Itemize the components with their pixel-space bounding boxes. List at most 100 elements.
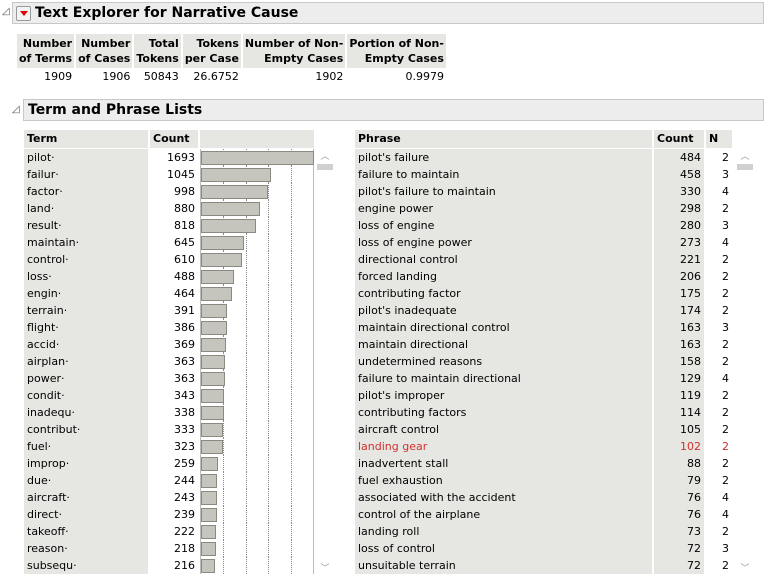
term-row[interactable]: inadequ· 338 [24,404,316,421]
phrase[interactable]: forced landing [355,268,652,285]
term[interactable]: result· [24,217,148,234]
phrase-row[interactable]: unsuitable terrain 72 2 [355,557,734,574]
term[interactable]: maintain· [24,234,148,251]
phrase-row[interactable]: inadvertent stall 88 2 [355,455,734,472]
phrase-row[interactable]: pilot's failure to maintain 330 4 [355,183,734,200]
term-row[interactable]: pilot· 1693 [24,149,316,166]
column-header-count[interactable]: Count [654,130,704,148]
term[interactable]: subsequ· [24,557,148,574]
phrase[interactable]: control of the airplane [355,506,652,523]
phrase-row[interactable]: landing gear 102 2 [355,438,734,455]
term[interactable]: airplan· [24,353,148,370]
term-row[interactable]: land· 880 [24,200,316,217]
term[interactable]: control· [24,251,148,268]
term[interactable]: factor· [24,183,148,200]
phrase[interactable]: pilot's inadequate [355,302,652,319]
term[interactable]: takeoff· [24,523,148,540]
phrase[interactable]: fuel exhaustion [355,472,652,489]
term[interactable]: engin· [24,285,148,302]
term[interactable]: power· [24,370,148,387]
phrase[interactable]: unsuitable terrain [355,557,652,574]
phrase-scrollbar[interactable]: ︿ ﹀ [737,149,753,574]
scroll-down-icon[interactable]: ﹀ [320,564,330,574]
phrase[interactable]: loss of engine power [355,234,652,251]
term-row[interactable]: maintain· 645 [24,234,316,251]
phrase-row[interactable]: loss of engine power 273 4 [355,234,734,251]
term[interactable]: terrain· [24,302,148,319]
phrase-row[interactable]: pilot's improper 119 2 [355,387,734,404]
phrase[interactable]: loss of engine [355,217,652,234]
phrase-row[interactable]: maintain directional 163 2 [355,336,734,353]
phrase-row[interactable]: contributing factor 175 2 [355,285,734,302]
term[interactable]: direct· [24,506,148,523]
term-row[interactable]: accid· 369 [24,336,316,353]
term-row[interactable]: improp· 259 [24,455,316,472]
column-header-phrase[interactable]: Phrase [355,130,652,148]
term[interactable]: reason· [24,540,148,557]
phrase-row[interactable]: pilot's inadequate 174 2 [355,302,734,319]
phrase-row[interactable]: contributing factors 114 2 [355,404,734,421]
scroll-down-icon[interactable]: ﹀ [740,564,750,574]
term-row[interactable]: direct· 239 [24,506,316,523]
phrase[interactable]: maintain directional control [355,319,652,336]
term[interactable]: loss· [24,268,148,285]
term-row[interactable]: airplan· 363 [24,353,316,370]
phrase[interactable]: undetermined reasons [355,353,652,370]
phrase-row[interactable]: fuel exhaustion 79 2 [355,472,734,489]
term-row[interactable]: engin· 464 [24,285,316,302]
term-row[interactable]: control· 610 [24,251,316,268]
column-header-count[interactable]: Count [150,130,198,148]
phrase-row[interactable]: pilot's failure 484 2 [355,149,734,166]
phrase-row[interactable]: landing roll 73 2 [355,523,734,540]
term[interactable]: accid· [24,336,148,353]
phrase-row[interactable]: associated with the accident 76 4 [355,489,734,506]
phrase-row[interactable]: forced landing 206 2 [355,268,734,285]
phrase[interactable]: landing gear [355,438,652,455]
term-row[interactable]: factor· 998 [24,183,316,200]
phrase-row[interactable]: failure to maintain directional 129 4 [355,370,734,387]
phrase[interactable]: pilot's failure [355,149,652,166]
term-row[interactable]: failur· 1045 [24,166,316,183]
term-row[interactable]: result· 818 [24,217,316,234]
phrase-row[interactable]: maintain directional control 163 3 [355,319,734,336]
phrase-row[interactable]: directional control 221 2 [355,251,734,268]
phrase-row[interactable]: control of the airplane 76 4 [355,506,734,523]
phrase-row[interactable]: aircraft control 105 2 [355,421,734,438]
term[interactable]: inadequ· [24,404,148,421]
phrase[interactable]: pilot's failure to maintain [355,183,652,200]
term[interactable]: land· [24,200,148,217]
phrase-row[interactable]: undetermined reasons 158 2 [355,353,734,370]
phrase[interactable]: engine power [355,200,652,217]
term-row[interactable]: loss· 488 [24,268,316,285]
column-header-term[interactable]: Term [24,130,148,148]
phrase[interactable]: inadvertent stall [355,455,652,472]
phrase-row[interactable]: loss of control 72 3 [355,540,734,557]
term[interactable]: fuel· [24,438,148,455]
column-header-n[interactable]: N [706,130,732,148]
phrase[interactable]: associated with the accident [355,489,652,506]
scroll-up-icon[interactable]: ︿ [320,152,330,162]
phrase[interactable]: aircraft control [355,421,652,438]
term-row[interactable]: condit· 343 [24,387,316,404]
term[interactable]: pilot· [24,149,148,166]
phrase[interactable]: contributing factors [355,404,652,421]
term[interactable]: due· [24,472,148,489]
phrase[interactable]: maintain directional [355,336,652,353]
term[interactable]: aircraft· [24,489,148,506]
phrase[interactable]: failure to maintain directional [355,370,652,387]
phrase[interactable]: failure to maintain [355,166,652,183]
term-row[interactable]: takeoff· 222 [24,523,316,540]
red-triangle-menu-icon[interactable] [16,5,31,21]
collapse-icon[interactable]: ◿ [2,6,10,17]
phrase-row[interactable]: engine power 298 2 [355,200,734,217]
term[interactable]: improp· [24,455,148,472]
collapse-icon[interactable]: ◿ [12,104,20,115]
term-row[interactable]: contribut· 333 [24,421,316,438]
term-row[interactable]: terrain· 391 [24,302,316,319]
phrase[interactable]: landing roll [355,523,652,540]
term-row[interactable]: flight· 386 [24,319,316,336]
phrase[interactable]: directional control [355,251,652,268]
phrase[interactable]: loss of control [355,540,652,557]
term[interactable]: failur· [24,166,148,183]
term-row[interactable]: reason· 218 [24,540,316,557]
